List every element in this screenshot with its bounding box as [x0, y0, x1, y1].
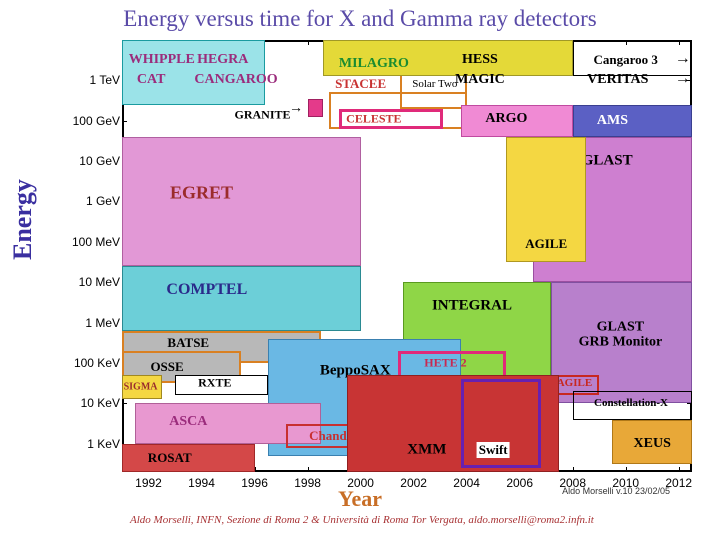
detector-label-xeus: XEUS [634, 436, 671, 452]
detector-label-whipple: WHIPPLE [129, 52, 195, 68]
arrow-icon: → [675, 70, 691, 88]
ytick-label: 1 KeV [87, 437, 120, 451]
xtick-label: 2000 [347, 476, 374, 490]
detector-label-granite: GRANITE [234, 107, 290, 122]
detector-label-celeste: CELESTE [346, 111, 401, 126]
detector-label-comptel: COMPTEL [166, 281, 247, 299]
detector-label-integral: INTEGRAL [432, 298, 512, 315]
detector-label-egret: EGRET [170, 183, 233, 204]
ytick-label: 1 GeV [86, 194, 120, 208]
detector-label-cat: CAT [137, 72, 166, 88]
detector-label-veritas: VERITAS [587, 72, 648, 88]
xtick-label: 2008 [559, 476, 586, 490]
arrow-icon: → [289, 101, 303, 117]
detector-label-rosat: ROSAT [148, 450, 192, 466]
detector-label-hete2: HETE 2 [424, 355, 466, 370]
detector-label-sigma: SIGMA [124, 382, 158, 393]
detector-label-osse: OSSE [150, 359, 183, 375]
xtick-label: 2004 [453, 476, 480, 490]
y-axis-label: Energy [8, 179, 38, 260]
detector-label-xmm: XMM [407, 441, 446, 458]
detector-label-swift: Swift [477, 442, 510, 458]
xtick-label: 1994 [188, 476, 215, 490]
xtick-label: 2002 [400, 476, 427, 490]
chart-title: Energy versus time for X and Gamma ray d… [0, 6, 720, 32]
detector-label-agile: AGILE [525, 236, 567, 252]
detector-label-batse: BATSE [167, 335, 209, 351]
detector-granite [308, 99, 324, 117]
detector-label-stacee: STACEE [335, 76, 386, 92]
detector-label-solartwo: Solar Two [412, 78, 457, 90]
detector-label-hess: HESS [462, 52, 498, 68]
xtick-label: 2006 [506, 476, 533, 490]
detector-label-cangaroo3: Cangaroo 3 [594, 52, 658, 68]
detector-label-rxte: RXTE [198, 376, 231, 391]
ytick-label: 1 MeV [85, 316, 120, 330]
ytick-label: 100 MeV [72, 235, 120, 249]
detector-label-asca: ASCA [169, 414, 207, 430]
xtick-label: 2012 [665, 476, 692, 490]
ytick-label: 10 MeV [79, 275, 120, 289]
detector-label-glastgrb: GLAST GRB Monitor [579, 319, 663, 350]
ytick-label: 100 GeV [73, 114, 120, 128]
ytick-label: 10 KeV [81, 396, 120, 410]
detector-label-magic: MAGIC [455, 72, 505, 88]
detector-egret [122, 137, 361, 266]
xtick-label: 1992 [135, 476, 162, 490]
detector-label-glast: GLAST [582, 153, 633, 170]
credit-text: Aldo Morselli, INFN, Sezione di Roma 2 &… [130, 514, 594, 526]
detector-label-hegra: HEGRA [197, 52, 248, 68]
ytick-label: 100 KeV [74, 356, 120, 370]
detector-label-milagro: MILAGRO [339, 56, 409, 72]
detector-label-argo: ARGO [485, 111, 527, 127]
ytick-label: 1 TeV [90, 73, 120, 87]
detector-label-ams: AMS [597, 113, 628, 129]
xtick-label: 1998 [294, 476, 321, 490]
xtick-label: 2010 [612, 476, 639, 490]
ytick-label: 10 GeV [79, 154, 120, 168]
detector-label-cangaroo: CANGAROO [194, 72, 277, 88]
arrow-icon: → [675, 50, 691, 68]
xtick-label: 1996 [241, 476, 268, 490]
detector-label-constellationx: Constellation-X [594, 397, 668, 409]
detector-ams [573, 105, 692, 137]
